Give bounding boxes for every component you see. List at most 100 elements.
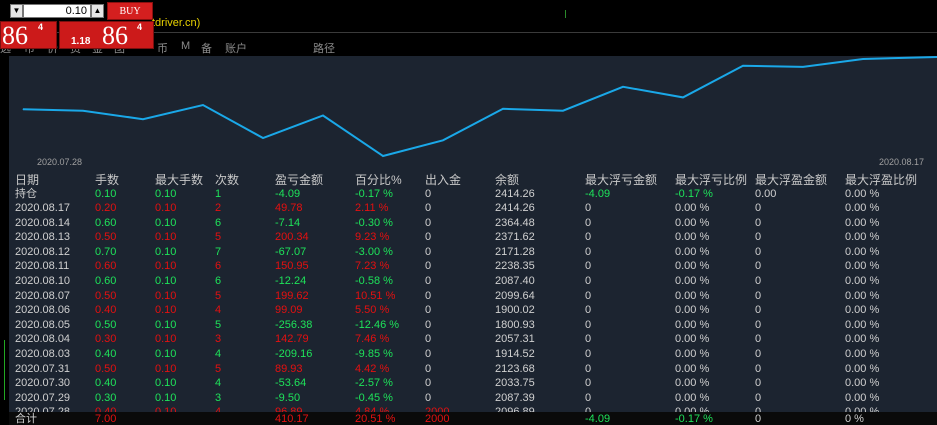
menu-item-currency[interactable]: 币 (157, 43, 168, 55)
menu-item-gold[interactable]: 金 (92, 43, 103, 55)
cell-max-float-profit-pct: 0.00 % (845, 333, 880, 346)
cell-max-float-profit-pct: 最大浮盈比例 (845, 173, 918, 187)
menu-item-chart[interactable]: 图 (114, 43, 125, 55)
buy-button[interactable]: BUY (107, 2, 153, 20)
cell-max-float-loss-pct: 0.00 % (675, 245, 710, 258)
cell-deposit: 2000 (425, 413, 450, 425)
menu-item-note[interactable]: 备 (201, 43, 212, 55)
cell-max-float-profit: 0 (755, 413, 762, 425)
menu-item-path[interactable]: 路径 (313, 43, 335, 55)
cell-max-lots: 0.10 (155, 289, 177, 302)
cell-max-lots: 0.10 (155, 188, 177, 200)
divider (0, 32, 937, 33)
cell-max-lots: 0.10 (155, 348, 177, 360)
table-row: 2020.07.30 0.40 0.10 4 -53.64 -2.57 % 0 2033.75… (9, 376, 937, 390)
cell-max-float-loss: 0 (585, 216, 592, 229)
cell-max-float-profit-pct: 0.00 % (845, 348, 880, 360)
cell-max-float-loss-pct: 0.00 % (675, 202, 710, 214)
cell-percent: -0.58 % (355, 275, 393, 287)
cell-max-lots: 0.10 (155, 216, 177, 229)
cell-balance: 1800.93 (495, 318, 535, 331)
menu-item-m[interactable]: M (181, 40, 191, 52)
menu-item-market[interactable]: 市 (24, 43, 35, 55)
cell-deposit: 0 (425, 188, 432, 200)
equity-point (262, 137, 264, 139)
cell-count: 6 (215, 260, 222, 273)
stats-table: 日期 手数 最大手数 次数 盈亏金额 百分比% 出入金 余额 最大浮亏金额 最大浮亏比例 最大浮盈金… (9, 170, 937, 425)
cell-max-float-loss: 0 (585, 391, 592, 404)
cell-percent: 7.23 % (355, 260, 390, 273)
cell-count: 5 (215, 289, 222, 302)
cell-deposit: 出入金 (425, 173, 462, 187)
cell-max-lots: 0.10 (155, 377, 177, 390)
cell-lots: 0.60 (95, 275, 117, 287)
equity-point (142, 118, 144, 120)
cell-max-float-profit: 0 (755, 289, 762, 302)
cell-max-float-loss-pct: 0.00 % (675, 333, 710, 346)
cell-max-float-loss-pct: 0.00 % (675, 275, 710, 287)
x-axis-start-label: 2020.07.28 (37, 157, 83, 167)
menu-item-price[interactable]: 价 (47, 43, 58, 55)
cell-balance: 2414.26 (495, 202, 535, 214)
equity-point (322, 115, 324, 116)
menu-item-account[interactable]: 账户 (225, 43, 247, 55)
table-row: 2020.08.10 0.60 0.10 6 -12.24 -0.58 % 0 2087.40… (9, 274, 937, 288)
cell-date: 2020.08.07 (15, 289, 71, 302)
cell-percent: -2.57 % (355, 377, 393, 390)
menu-item-select[interactable]: 选 (0, 43, 11, 55)
cell-count: 2 (215, 202, 222, 214)
cell-balance: 2087.40 (495, 275, 535, 287)
cell-profit: -209.16 (275, 348, 313, 360)
cell-max-float-loss: 0 (585, 348, 592, 360)
cell-max-lots: 0.10 (155, 362, 177, 375)
cell-percent: -0.17 % (355, 188, 393, 200)
cell-balance: 2099.64 (495, 289, 535, 302)
volume-input[interactable]: 0.10 (23, 4, 91, 18)
cell-date: 2020.08.17 (15, 202, 71, 214)
cell-balance: 2123.68 (495, 362, 535, 375)
menu-item-asset[interactable]: 资 (70, 43, 81, 55)
cell-max-lots: 0.10 (155, 304, 177, 317)
cell-date: 合计 (15, 413, 37, 425)
cell-max-float-loss: 0 (585, 377, 592, 390)
cell-max-float-profit: 0 (755, 245, 762, 258)
chevron-down-icon[interactable]: ▼ (10, 4, 23, 18)
cell-max-float-loss-pct: 0.00 % (675, 362, 710, 375)
cell-max-float-profit-pct: 0.00 % (845, 289, 880, 302)
cell-max-float-profit: 0 (755, 348, 762, 360)
cell-max-float-profit-pct: 0.00 % (845, 188, 880, 200)
cell-max-float-profit: 0 (755, 202, 762, 214)
cell-profit: -53.64 (275, 377, 307, 390)
chevron-up-icon[interactable]: ▲ (91, 4, 104, 18)
buy-price-button[interactable]: 1.18 86 4 (59, 21, 154, 50)
cell-date: 2020.08.14 (15, 216, 71, 229)
cell-max-float-loss-pct: -0.17 % (675, 413, 713, 425)
cell-max-float-profit: 0 (755, 318, 762, 331)
equity-point (202, 104, 204, 106)
cell-percent: 9.23 % (355, 231, 390, 244)
sell-price: 86 (2, 21, 28, 50)
cell-max-float-loss: 0 (585, 333, 592, 346)
equity-chart (9, 56, 937, 170)
cell-deposit: 0 (425, 216, 432, 229)
sell-price-button[interactable]: 86 4 (0, 21, 57, 50)
cell-count: 6 (215, 216, 222, 229)
cell-lots: 0.60 (95, 260, 117, 273)
cell-percent: 7.46 % (355, 333, 390, 346)
cell-percent: 百分比% (355, 173, 402, 187)
cell-profit: 200.34 (275, 231, 309, 244)
equity-chart-svg (22, 56, 937, 158)
cell-count: 6 (215, 275, 222, 287)
cell-max-float-profit-pct: 0.00 % (845, 231, 880, 244)
table-row: 2020.08.03 0.40 0.10 4 -209.16 -9.85 % 0 1914.5… (9, 347, 937, 361)
cell-count: 1 (215, 188, 222, 200)
cell-max-lots: 最大手数 (155, 173, 204, 187)
cell-profit: 199.62 (275, 289, 309, 302)
cell-lots: 0.50 (95, 318, 117, 331)
cell-max-lots: 0.10 (155, 318, 177, 331)
marker-line (4, 340, 5, 400)
cell-max-float-loss-pct: 0.00 % (675, 260, 710, 273)
table-row: 2020.07.31 0.50 0.10 5 89.93 4.42 % 0 2123.68 0 0… (9, 362, 937, 376)
buy-price-superscript: 4 (137, 22, 143, 32)
cell-max-float-loss: -4.09 (585, 413, 611, 425)
